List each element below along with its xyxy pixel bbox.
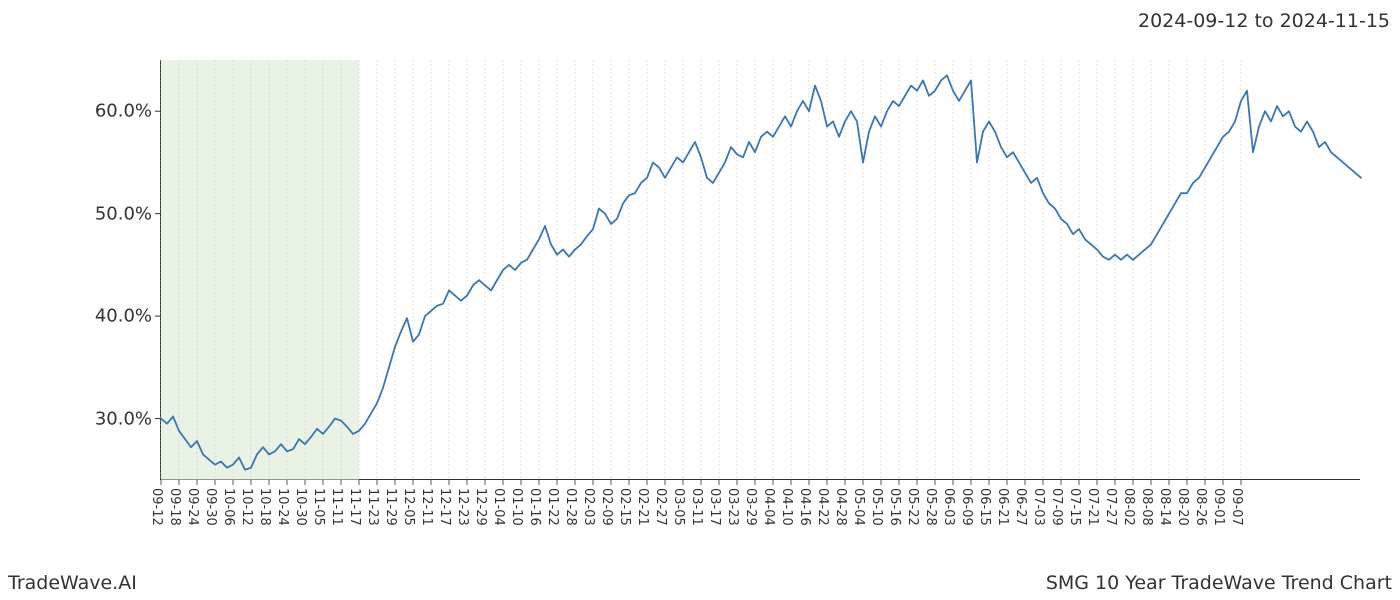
- brand-label: TradeWave.AI: [8, 572, 137, 594]
- x-tick-label: 09-12: [149, 488, 164, 526]
- x-tick-label: 02-09: [599, 488, 614, 526]
- x-tick-label: 01-28: [563, 488, 578, 526]
- y-tick-label: 40.0%: [62, 306, 152, 327]
- x-tick-label: 02-15: [617, 488, 632, 526]
- x-tick-label: 12-23: [455, 488, 470, 526]
- x-tick-label: 08-26: [1193, 488, 1208, 526]
- x-tick-label: 03-11: [689, 488, 704, 526]
- x-tick-label: 06-09: [959, 488, 974, 526]
- y-tick-label: 50.0%: [62, 203, 152, 224]
- x-tick-label: 11-11: [329, 488, 344, 526]
- x-tick-label: 06-03: [941, 488, 956, 526]
- x-tick-label: 08-02: [1121, 488, 1136, 526]
- x-tick-label: 05-10: [869, 488, 884, 526]
- x-tick-label: 05-04: [851, 488, 866, 526]
- x-tick-label: 06-27: [1013, 488, 1028, 526]
- x-tick-label: 09-30: [203, 488, 218, 526]
- x-tick-label: 07-15: [1067, 488, 1082, 526]
- y-tick-label: 30.0%: [62, 408, 152, 429]
- x-tick-label: 05-16: [887, 488, 902, 526]
- y-tick-label: 60.0%: [62, 101, 152, 122]
- x-tick-label: 04-10: [779, 488, 794, 526]
- x-tick-label: 07-27: [1103, 488, 1118, 526]
- x-tick-label: 02-21: [635, 488, 650, 526]
- x-tick-label: 06-21: [995, 488, 1010, 526]
- x-tick-label: 08-08: [1139, 488, 1154, 526]
- chart-container: { "header": { "date_range": "2024-09-12 …: [0, 0, 1400, 600]
- x-tick-label: 02-27: [653, 488, 668, 526]
- x-tick-label: 10-30: [293, 488, 308, 526]
- x-tick-label: 10-24: [275, 488, 290, 526]
- x-tick-label: 08-20: [1175, 488, 1190, 526]
- x-tick-label: 01-10: [509, 488, 524, 526]
- x-tick-label: 12-29: [473, 488, 488, 526]
- x-tick-label: 09-18: [167, 488, 182, 526]
- x-tick-label: 11-05: [311, 488, 326, 526]
- x-tick-label: 03-23: [725, 488, 740, 526]
- x-tick-label: 01-16: [527, 488, 542, 526]
- x-tick-label: 01-04: [491, 488, 506, 526]
- x-tick-label: 11-29: [383, 488, 398, 526]
- x-tick-label: 03-29: [743, 488, 758, 526]
- x-tick-label: 05-22: [905, 488, 920, 526]
- x-tick-label: 03-05: [671, 488, 686, 526]
- x-tick-label: 07-21: [1085, 488, 1100, 526]
- x-tick-label: 09-07: [1229, 488, 1244, 526]
- x-tick-label: 04-28: [833, 488, 848, 526]
- x-tick-label: 05-28: [923, 488, 938, 526]
- x-tick-label: 09-01: [1211, 488, 1226, 526]
- x-tick-label: 08-14: [1157, 488, 1172, 526]
- x-tick-label: 10-06: [221, 488, 236, 526]
- x-tick-label: 07-03: [1031, 488, 1046, 526]
- chart-svg: [161, 60, 1361, 480]
- x-tick-label: 12-17: [437, 488, 452, 526]
- plot-area: [160, 60, 1360, 480]
- x-tick-label: 06-15: [977, 488, 992, 526]
- x-tick-label: 12-05: [401, 488, 416, 526]
- date-range-label: 2024-09-12 to 2024-11-15: [1138, 10, 1390, 32]
- x-tick-label: 10-12: [239, 488, 254, 526]
- x-tick-label: 11-23: [365, 488, 380, 526]
- x-tick-label: 11-17: [347, 488, 362, 526]
- x-tick-label: 03-17: [707, 488, 722, 526]
- x-tick-label: 04-22: [815, 488, 830, 526]
- x-tick-label: 10-18: [257, 488, 272, 526]
- x-tick-label: 01-22: [545, 488, 560, 526]
- x-tick-label: 04-16: [797, 488, 812, 526]
- x-tick-label: 04-04: [761, 488, 776, 526]
- x-tick-label: 07-09: [1049, 488, 1064, 526]
- x-tick-label: 09-24: [185, 488, 200, 526]
- x-tick-label: 12-11: [419, 488, 434, 526]
- chart-title: SMG 10 Year TradeWave Trend Chart: [1046, 572, 1392, 594]
- x-tick-label: 02-03: [581, 488, 596, 526]
